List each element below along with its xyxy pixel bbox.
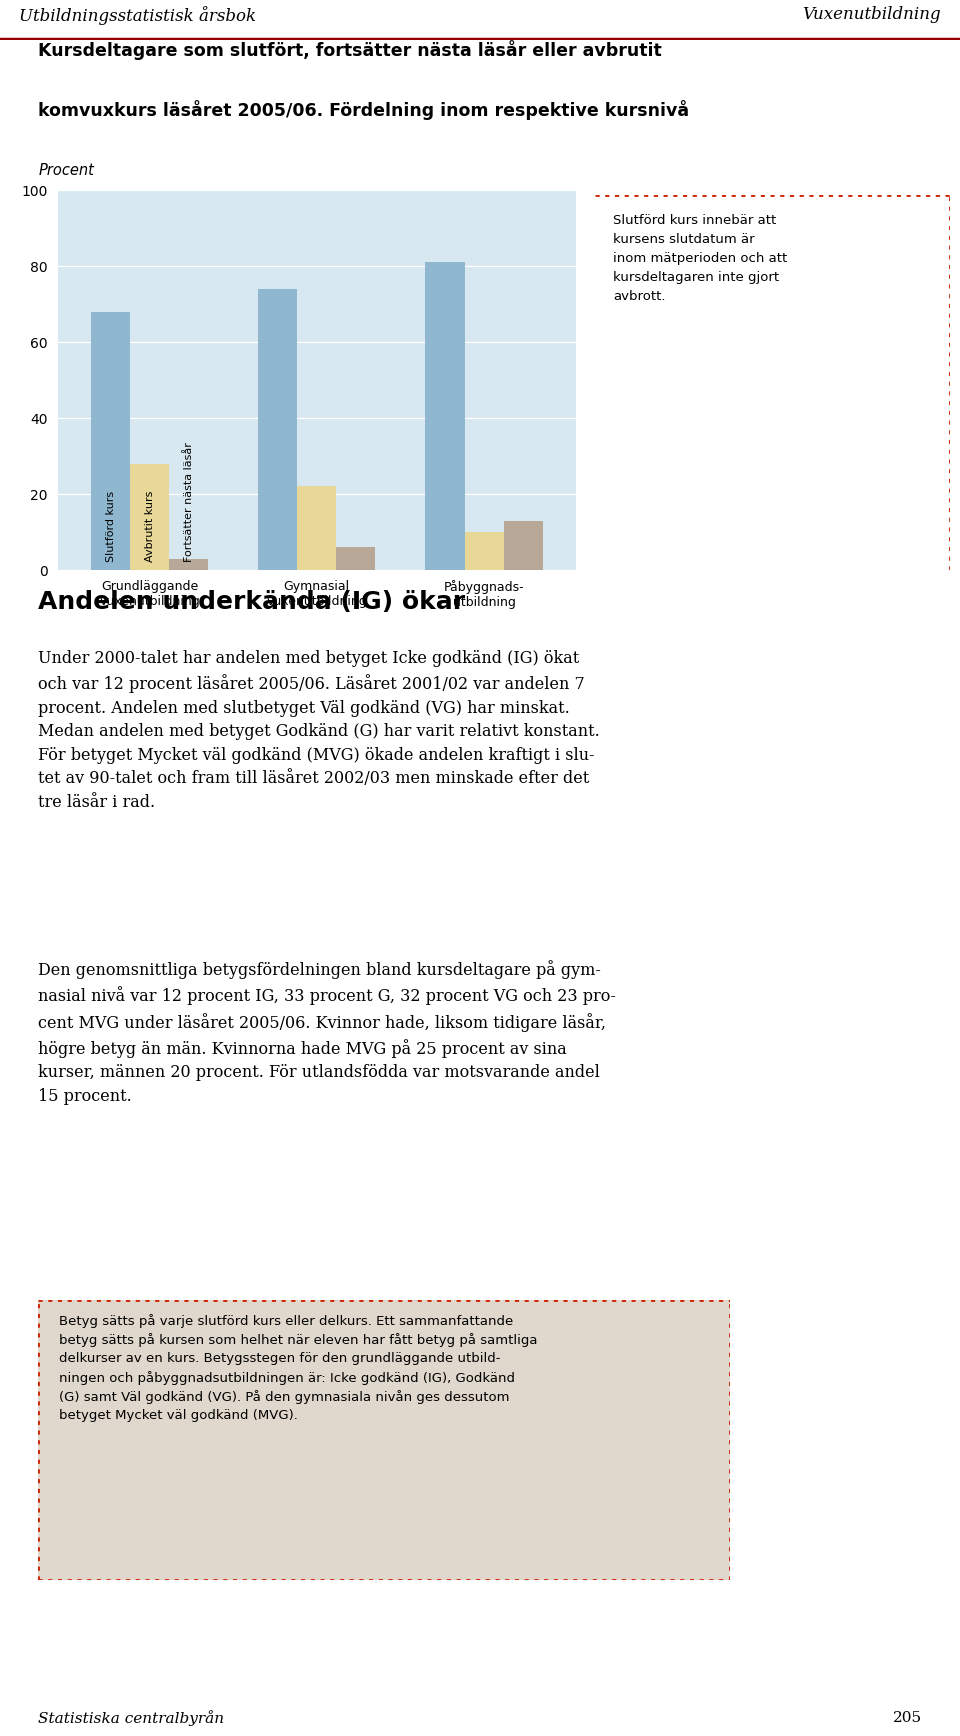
Text: Utbildningsstatistisk årsbok: Utbildningsstatistisk årsbok	[19, 5, 256, 24]
Bar	[258, 288, 298, 569]
Text: Avbrutit kurs: Avbrutit kurs	[145, 491, 155, 562]
Text: Betyg sätts på varje slutförd kurs eller delkurs. Ett sammanfattande
betyg sätts: Betyg sätts på varje slutförd kurs eller…	[60, 1314, 538, 1422]
Text: Den genomsnittliga betygsfördelningen bland kursdeltagare på gym-
nasial nivå va: Den genomsnittliga betygsfördelningen bl…	[38, 960, 616, 1106]
Text: Statistiska centralbyrån: Statistiska centralbyrån	[38, 1710, 225, 1726]
Bar	[130, 464, 169, 569]
Text: komvuxkurs läsåret 2005/06. Fördelning inom respektive kursnivå: komvuxkurs läsåret 2005/06. Fördelning i…	[38, 101, 689, 120]
Text: Slutförd kurs innebär att
kursens slutdatum är
inom mätperioden och att
kursdelt: Slutförd kurs innebär att kursens slutda…	[613, 214, 787, 302]
Bar	[298, 486, 336, 569]
FancyBboxPatch shape	[38, 1300, 730, 1580]
Text: Under 2000-talet har andelen med betyget Icke godkänd (IG) ökat
och var 12 proce: Under 2000-talet har andelen med betyget…	[38, 649, 600, 811]
Bar	[504, 521, 542, 569]
Text: Kursdeltagare som slutfört, fortsätter nästa läsår eller avbrutit: Kursdeltagare som slutfört, fortsätter n…	[38, 40, 662, 61]
Bar	[465, 531, 504, 569]
Text: 205: 205	[893, 1712, 922, 1726]
Text: Slutförd kurs: Slutförd kurs	[106, 491, 115, 562]
Bar	[169, 559, 208, 569]
Bar	[336, 547, 375, 569]
Text: Procent: Procent	[38, 163, 94, 179]
Bar	[425, 262, 465, 569]
Bar	[91, 311, 130, 569]
Text: Vuxenutbildning: Vuxenutbildning	[803, 5, 941, 23]
Text: Andelen underkända (IG) ökar: Andelen underkända (IG) ökar	[38, 590, 466, 615]
Text: Fortsätter nästa läsår: Fortsätter nästa läsår	[183, 443, 194, 562]
